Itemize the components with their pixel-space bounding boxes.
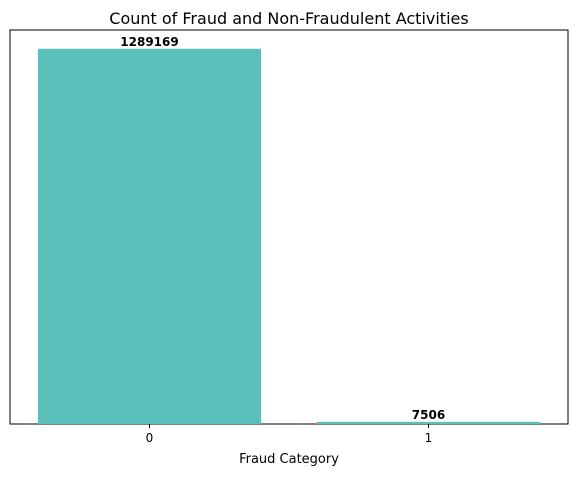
data-label-1: 7506: [412, 408, 445, 422]
bars-layer: [37, 48, 541, 424]
bar-0: [37, 48, 262, 424]
data-label-0: 1289169: [120, 35, 178, 49]
bar-1: [316, 421, 541, 424]
x-axis-label: Fraud Category: [239, 452, 339, 467]
chart-title: Count of Fraud and Non-Fraudulent Activi…: [109, 9, 468, 28]
x-tick-label-0: 0: [146, 431, 154, 445]
data-labels-layer: 1289169 7506: [120, 35, 445, 422]
plot-area-frame: [9, 29, 569, 425]
x-tick-label-1: 1: [425, 431, 433, 445]
